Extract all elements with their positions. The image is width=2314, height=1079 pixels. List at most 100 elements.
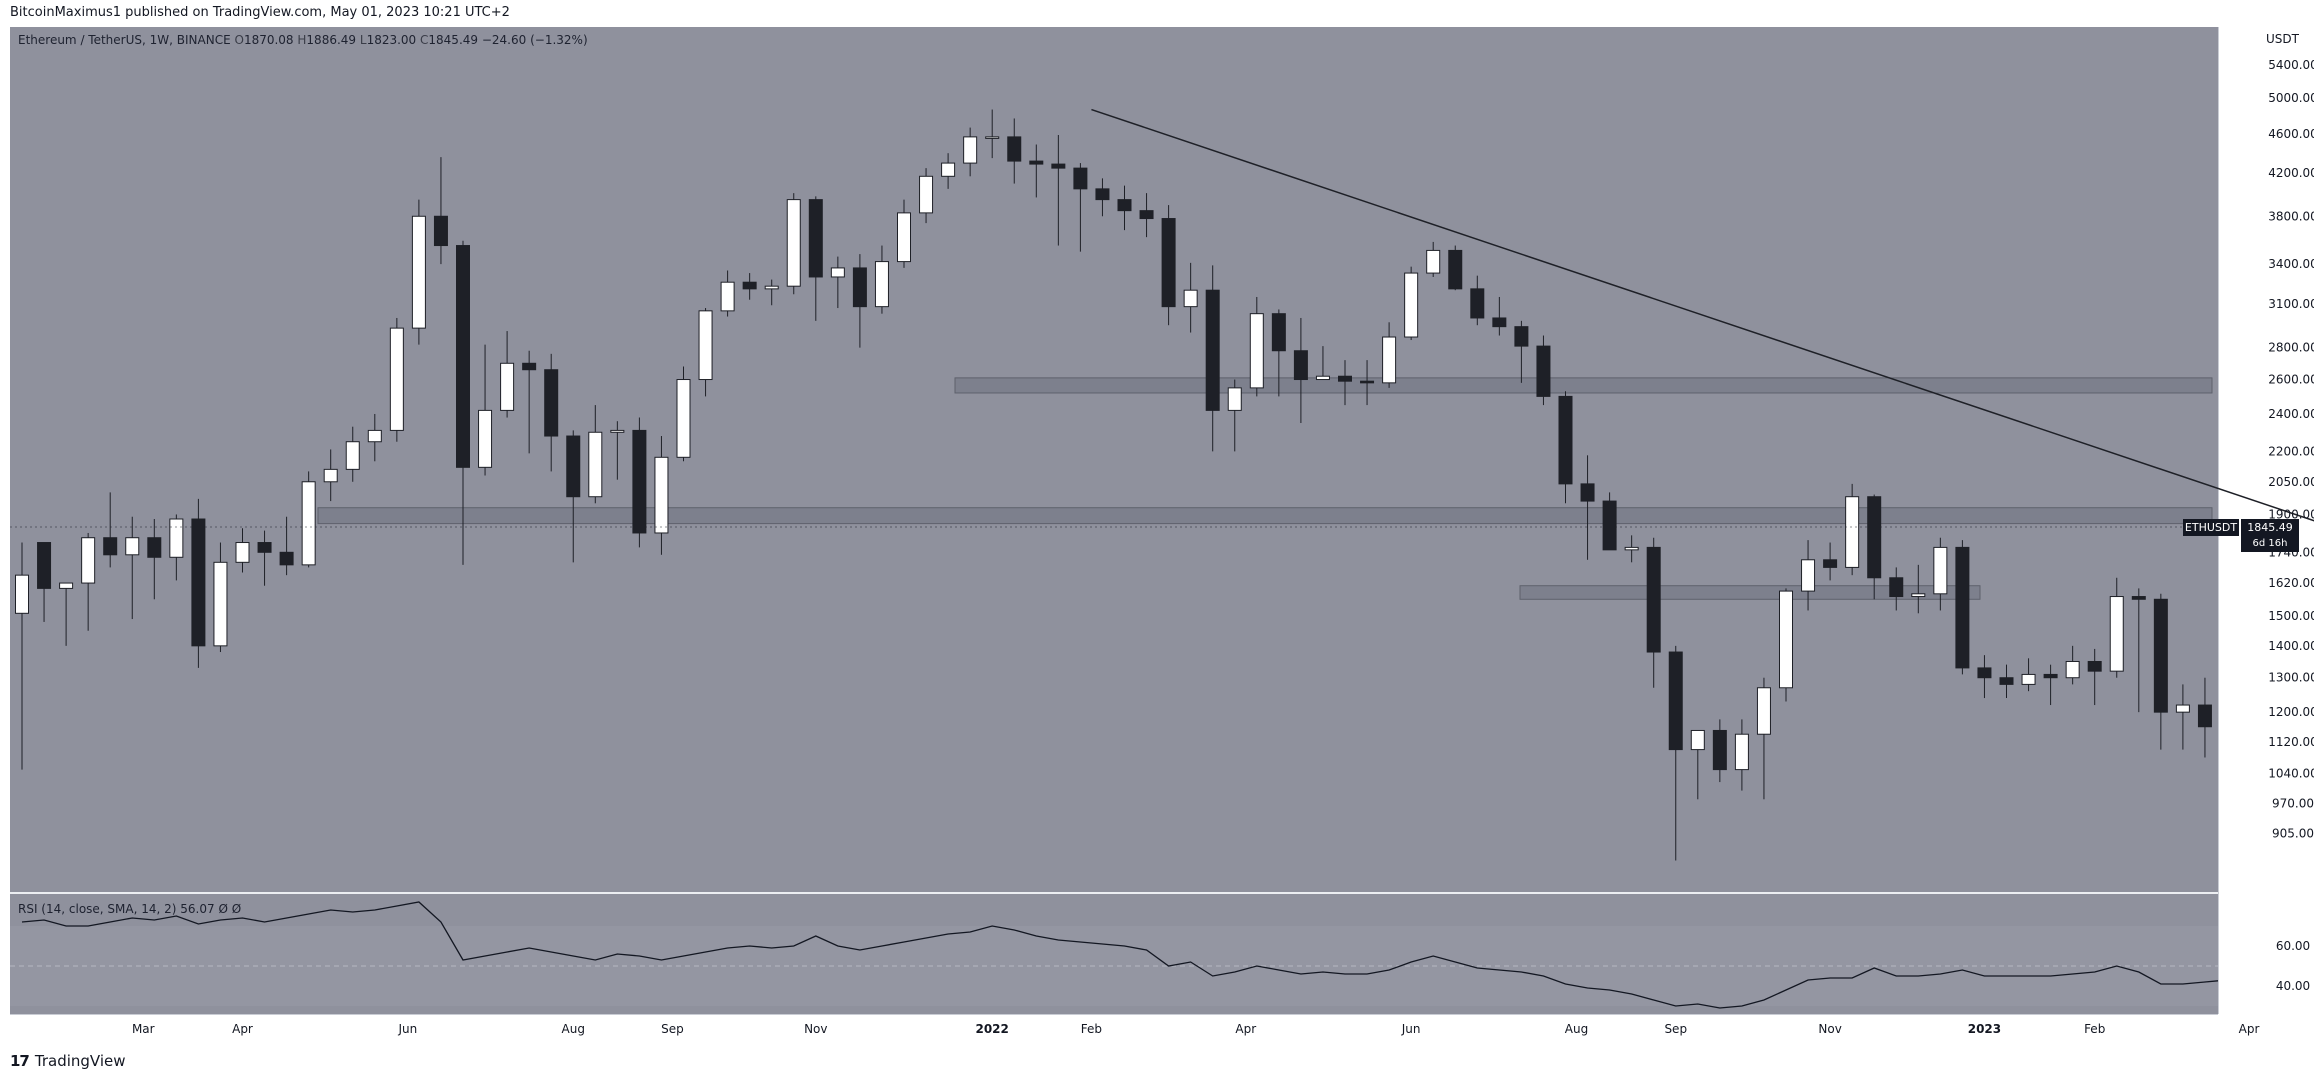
candle-body[interactable] <box>279 551 294 566</box>
candle-body[interactable] <box>1382 336 1397 384</box>
candle-body[interactable] <box>235 542 250 563</box>
candle-body[interactable] <box>2243 681 2256 712</box>
candle-body[interactable] <box>985 136 1000 139</box>
candle-body[interactable] <box>1007 136 1022 162</box>
candle-body[interactable] <box>147 537 162 558</box>
candle-body[interactable] <box>676 379 691 458</box>
candle-body[interactable] <box>1139 210 1154 220</box>
candle-body[interactable] <box>345 441 360 470</box>
candle-body[interactable] <box>941 162 956 177</box>
candle-body[interactable] <box>742 281 757 290</box>
resistance-zone[interactable] <box>317 507 2213 525</box>
candle-body[interactable] <box>654 456 669 534</box>
candle-body[interactable] <box>632 429 647 534</box>
candle-body[interactable] <box>1580 483 1595 502</box>
candle-body[interactable] <box>2153 598 2168 713</box>
candle-body[interactable] <box>1492 317 1507 328</box>
candle-body[interactable] <box>1889 577 1904 598</box>
candle-body[interactable] <box>1315 375 1330 381</box>
candle-body[interactable] <box>2197 704 2212 728</box>
candle-body[interactable] <box>411 215 426 329</box>
candle-body[interactable] <box>301 481 316 566</box>
candle-body[interactable] <box>257 542 272 553</box>
candle-body[interactable] <box>1756 687 1771 735</box>
candle-body[interactable] <box>874 261 889 308</box>
resistance-zone[interactable] <box>954 377 2213 394</box>
candle-body[interactable] <box>852 267 867 308</box>
candle-body[interactable] <box>103 537 118 556</box>
candle-body[interactable] <box>37 542 52 589</box>
candle-body[interactable] <box>1470 288 1485 319</box>
candle-body[interactable] <box>1293 350 1308 381</box>
candle-body[interactable] <box>1205 289 1220 411</box>
candle-body[interactable] <box>1227 387 1242 411</box>
candle-body[interactable] <box>1360 380 1375 384</box>
candle-body[interactable] <box>1404 272 1419 338</box>
candle-body[interactable] <box>191 518 206 647</box>
candle-body[interactable] <box>323 468 338 483</box>
rsi-title[interactable]: RSI (14, close, SMA, 14, 2) <box>18 902 177 916</box>
candle-body[interactable] <box>1999 677 2014 685</box>
candle-body[interactable] <box>1095 188 1110 201</box>
descending-trendline[interactable] <box>1091 108 2314 659</box>
candle-body[interactable] <box>1514 326 1529 347</box>
candle-body[interactable] <box>2087 660 2102 672</box>
rsi-line[interactable] <box>21 901 2314 1009</box>
candle-body[interactable] <box>1271 313 1286 352</box>
candle-body[interactable] <box>1624 546 1639 551</box>
candle-body[interactable] <box>59 582 74 589</box>
candle-body[interactable] <box>1646 546 1661 653</box>
candle-body[interactable] <box>698 310 713 381</box>
candle-body[interactable] <box>1712 729 1727 771</box>
candle-body[interactable] <box>2131 596 2146 600</box>
candle-body[interactable] <box>2221 712 2234 727</box>
candle-body[interactable] <box>1051 163 1066 169</box>
candle-body[interactable] <box>1867 496 1882 579</box>
candle-body[interactable] <box>588 431 603 498</box>
price-pane[interactable] <box>10 27 2218 892</box>
candle-body[interactable] <box>1779 590 1793 689</box>
candle-body[interactable] <box>15 574 29 614</box>
candle-body[interactable] <box>1426 249 1441 274</box>
candle-body[interactable] <box>1338 375 1352 382</box>
candle-body[interactable] <box>963 136 978 164</box>
candle-body[interactable] <box>1029 160 1044 165</box>
resistance-zone[interactable] <box>1519 585 1981 600</box>
footer-brand[interactable]: 17 TradingView <box>10 1052 126 1070</box>
candle-body[interactable] <box>2109 596 2124 672</box>
candle-body[interactable] <box>1558 395 1573 485</box>
candle-body[interactable] <box>2021 673 2036 685</box>
candle-body[interactable] <box>433 215 448 247</box>
pane-divider[interactable] <box>10 892 2218 894</box>
candle-body[interactable] <box>720 281 735 312</box>
candle-body[interactable] <box>125 537 140 556</box>
candle-body[interactable] <box>213 561 228 647</box>
candle-body[interactable] <box>1668 651 1683 751</box>
candle-body[interactable] <box>786 199 801 287</box>
candle-body[interactable] <box>389 327 404 431</box>
candle-body[interactable] <box>2175 704 2190 713</box>
candle-body[interactable] <box>897 212 911 263</box>
candle-body[interactable] <box>1602 500 1617 551</box>
candle-body[interactable] <box>81 537 96 584</box>
candle-body[interactable] <box>1734 733 1749 771</box>
time-axis[interactable] <box>10 1014 2218 1045</box>
candle-body[interactable] <box>808 199 823 278</box>
candle-body[interactable] <box>919 175 934 214</box>
candle-body[interactable] <box>1933 546 1948 595</box>
candle-body[interactable] <box>2043 673 2058 679</box>
candle-body[interactable] <box>456 245 470 468</box>
candle-body[interactable] <box>1955 546 1970 669</box>
symbol-title[interactable]: Ethereum / TetherUS, 1W, BINANCE <box>18 33 231 47</box>
candle-body[interactable] <box>1801 559 1816 592</box>
candle-body[interactable] <box>478 409 493 468</box>
candle-body[interactable] <box>1536 345 1551 397</box>
candle-body[interactable] <box>610 429 625 433</box>
candle-body[interactable] <box>1823 559 1838 568</box>
candle-body[interactable] <box>1183 289 1198 308</box>
candle-body[interactable] <box>169 518 184 558</box>
candle-body[interactable] <box>1448 249 1463 290</box>
candle-body[interactable] <box>500 362 515 411</box>
candle-body[interactable] <box>1911 593 1926 598</box>
candle-body[interactable] <box>566 435 581 498</box>
